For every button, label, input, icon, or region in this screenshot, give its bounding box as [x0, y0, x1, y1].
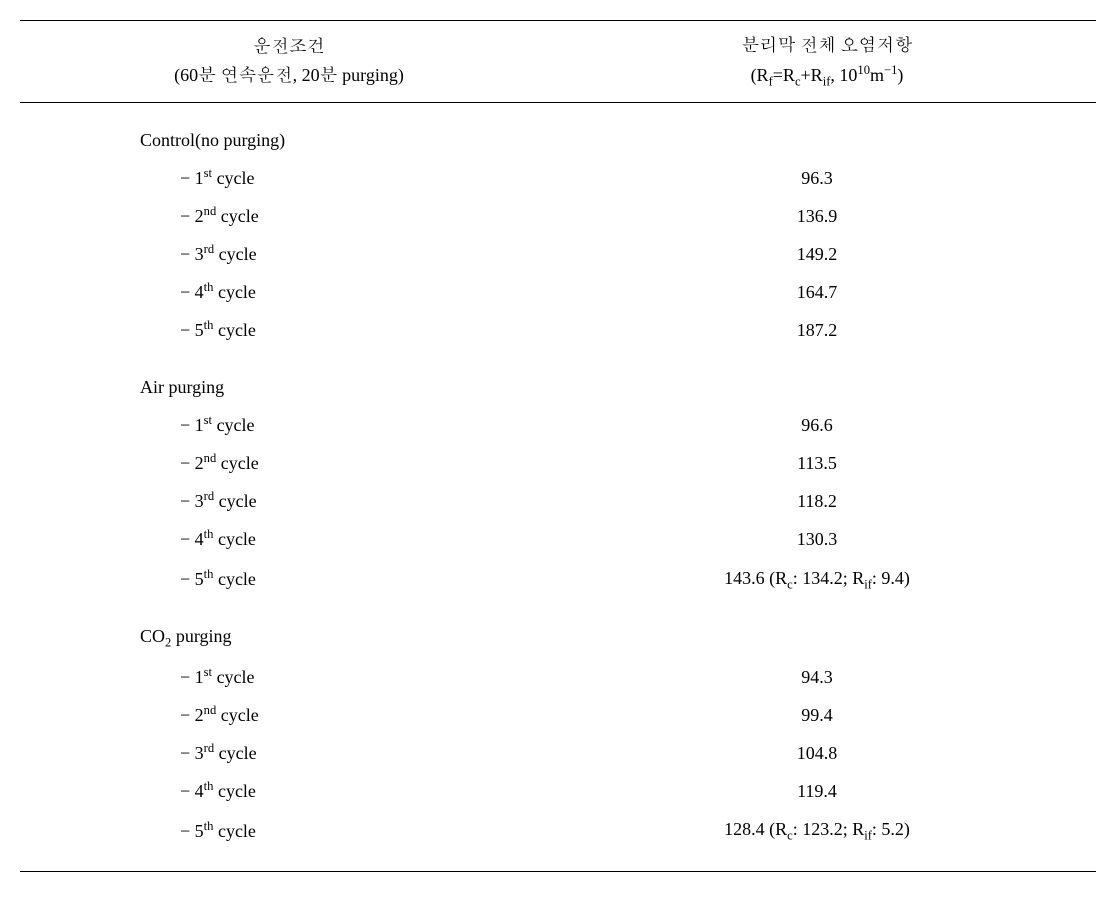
value-cell: 187.2 — [558, 311, 1096, 349]
table-row: − 2nd cycle99.4 — [20, 696, 1096, 734]
table-row: − 2nd cycle113.5 — [20, 444, 1096, 482]
hr-exp: 10 — [857, 63, 870, 77]
group-2-title: CO2 purging — [20, 599, 558, 658]
hr-unitexp: −1 — [884, 63, 897, 77]
table-row: − 2nd cycle136.9 — [20, 197, 1096, 235]
group-1-title: Air purging — [20, 350, 558, 406]
cycle-label: − 1st cycle — [20, 406, 558, 444]
value-cell: 99.4 — [558, 696, 1096, 734]
hr-close: ) — [897, 65, 903, 85]
table-row: − 5th cycle143.6 (Rc: 134.2; Rif: 9.4) — [20, 559, 1096, 600]
value-cell: 149.2 — [558, 235, 1096, 273]
hr-comma: , 10 — [830, 65, 857, 85]
cycle-label: − 4th cycle — [20, 772, 558, 810]
value-cell: 130.3 — [558, 520, 1096, 558]
hr-pre: (R — [751, 65, 769, 85]
table-row: − 4th cycle130.3 — [20, 520, 1096, 558]
value-cell: 94.3 — [558, 658, 1096, 696]
group-1-title-right — [558, 350, 1096, 406]
cycle-label: − 2nd cycle — [20, 444, 558, 482]
value-cell: 104.8 — [558, 734, 1096, 772]
value-cell: 164.7 — [558, 273, 1096, 311]
header-right: 분리막 전체 오염저항 (Rf=Rc+Rif, 1010m−1) — [558, 21, 1096, 103]
header-left-line2: (60분 연속운전, 20분 purging) — [174, 65, 404, 85]
value-cell: 113.5 — [558, 444, 1096, 482]
cycle-label: − 1st cycle — [20, 658, 558, 696]
value-cell: 96.3 — [558, 159, 1096, 197]
group-0-title-right — [558, 102, 1096, 159]
cycle-label: − 5th cycle — [20, 810, 558, 851]
cycle-label: − 3rd cycle — [20, 482, 558, 520]
hr-eq: =R — [773, 65, 795, 85]
table-row: − 3rd cycle104.8 — [20, 734, 1096, 772]
bottom-spacer — [20, 851, 1096, 872]
header-right-line2: (Rf=Rc+Rif, 1010m−1) — [751, 65, 904, 85]
cycle-label: − 2nd cycle — [20, 197, 558, 235]
value-cell: 96.6 — [558, 406, 1096, 444]
table-row: − 5th cycle128.4 (Rc: 123.2; Rif: 5.2) — [20, 810, 1096, 851]
hr-plus: +R — [801, 65, 823, 85]
cycle-label: − 3rd cycle — [20, 235, 558, 273]
cycle-label: − 4th cycle — [20, 520, 558, 558]
group-2-title-right — [558, 599, 1096, 658]
value-cell: 118.2 — [558, 482, 1096, 520]
header-right-line1: 분리막 전체 오염저항 — [742, 35, 913, 55]
hr-m: m — [870, 65, 884, 85]
data-table: 운전조건 (60분 연속운전, 20분 purging) 분리막 전체 오염저항… — [20, 20, 1096, 872]
cycle-label: − 3rd cycle — [20, 734, 558, 772]
value-cell: 128.4 (Rc: 123.2; Rif: 5.2) — [558, 810, 1096, 851]
header-left-line1: 운전조건 — [253, 36, 325, 56]
table-row: − 4th cycle164.7 — [20, 273, 1096, 311]
table-row: − 3rd cycle149.2 — [20, 235, 1096, 273]
cycle-label: − 2nd cycle — [20, 696, 558, 734]
cycle-label: − 1st cycle — [20, 159, 558, 197]
table-header-row: 운전조건 (60분 연속운전, 20분 purging) 분리막 전체 오염저항… — [20, 21, 1096, 103]
table-row: − 1st cycle96.6 — [20, 406, 1096, 444]
cycle-label: − 4th cycle — [20, 273, 558, 311]
group-title-row: Control(no purging) — [20, 102, 1096, 159]
group-title-row: Air purging — [20, 350, 1096, 406]
table-row: − 3rd cycle118.2 — [20, 482, 1096, 520]
cycle-label: − 5th cycle — [20, 559, 558, 600]
table-row: − 5th cycle187.2 — [20, 311, 1096, 349]
table-row: − 1st cycle96.3 — [20, 159, 1096, 197]
group-0-title: Control(no purging) — [20, 102, 558, 159]
value-cell: 136.9 — [558, 197, 1096, 235]
cycle-label: − 5th cycle — [20, 311, 558, 349]
table-row: − 4th cycle119.4 — [20, 772, 1096, 810]
header-left: 운전조건 (60분 연속운전, 20분 purging) — [20, 21, 558, 103]
group-title-row: CO2 purging — [20, 599, 1096, 658]
table-row: − 1st cycle94.3 — [20, 658, 1096, 696]
value-cell: 143.6 (Rc: 134.2; Rif: 9.4) — [558, 559, 1096, 600]
value-cell: 119.4 — [558, 772, 1096, 810]
